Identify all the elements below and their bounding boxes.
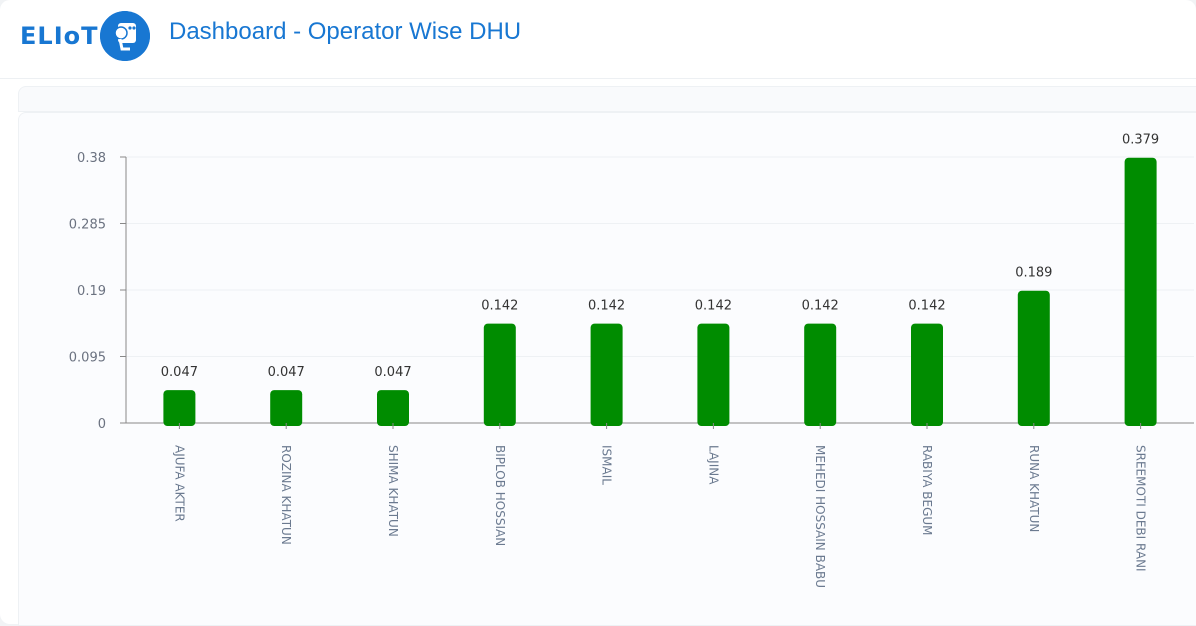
x-tick-label: SREEMOTI DEBI RANI: [1134, 445, 1148, 572]
bar: [483, 323, 516, 426]
data-label: 0.047: [268, 365, 305, 380]
x-tick-label: AJUFA AKTER: [172, 445, 186, 522]
filter-strip: [18, 86, 1196, 112]
x-tick-label: MEHEDI HOSSAIN BABU: [813, 445, 827, 588]
data-label: 0.047: [374, 365, 411, 380]
x-tick-label: RUNA KHATUN: [1027, 445, 1041, 532]
bar: [270, 390, 303, 426]
x-tick-label: SHIMA KHATUN: [386, 445, 400, 537]
data-label: 0.047: [161, 365, 198, 380]
x-tick-label: LAJINA: [706, 445, 720, 485]
data-label: 0.379: [1122, 133, 1159, 148]
x-tick-label: BIPLOB HOSSIAN: [493, 445, 507, 546]
data-label: 0.142: [695, 299, 732, 314]
bar: [1017, 290, 1050, 426]
y-tick-label: 0.095: [69, 351, 106, 366]
bar: [697, 323, 730, 426]
y-tick-label: 0.19: [77, 284, 106, 299]
data-label: 0.142: [908, 299, 945, 314]
y-tick-label: 0: [98, 417, 106, 432]
x-tick-label: ISMAIL: [600, 445, 614, 485]
data-label: 0.189: [1015, 266, 1052, 281]
bar: [804, 323, 837, 426]
data-label: 0.142: [588, 299, 625, 314]
bar: [163, 390, 196, 426]
data-label: 0.142: [802, 299, 839, 314]
x-tick-label: RABIYA BEGUM: [920, 445, 934, 536]
bar: [590, 323, 623, 426]
y-tick-label: 0.285: [69, 218, 106, 233]
bar: [911, 323, 943, 426]
bar: [1124, 157, 1157, 426]
y-tick-label: 0.38: [77, 151, 106, 166]
x-tick-label: ROZINA KHATUN: [279, 445, 293, 545]
page-title: Dashboard - Operator Wise DHU: [169, 18, 522, 45]
header: ELIoT Dashboard - Operator Wise DHU: [0, 0, 1196, 79]
data-label: 0.142: [481, 299, 518, 314]
bar: [377, 390, 409, 426]
robot-icon: [100, 11, 151, 61]
logo-text: ELIoT: [20, 22, 99, 50]
eliot-logo[interactable]: ELIoT: [20, 10, 151, 62]
